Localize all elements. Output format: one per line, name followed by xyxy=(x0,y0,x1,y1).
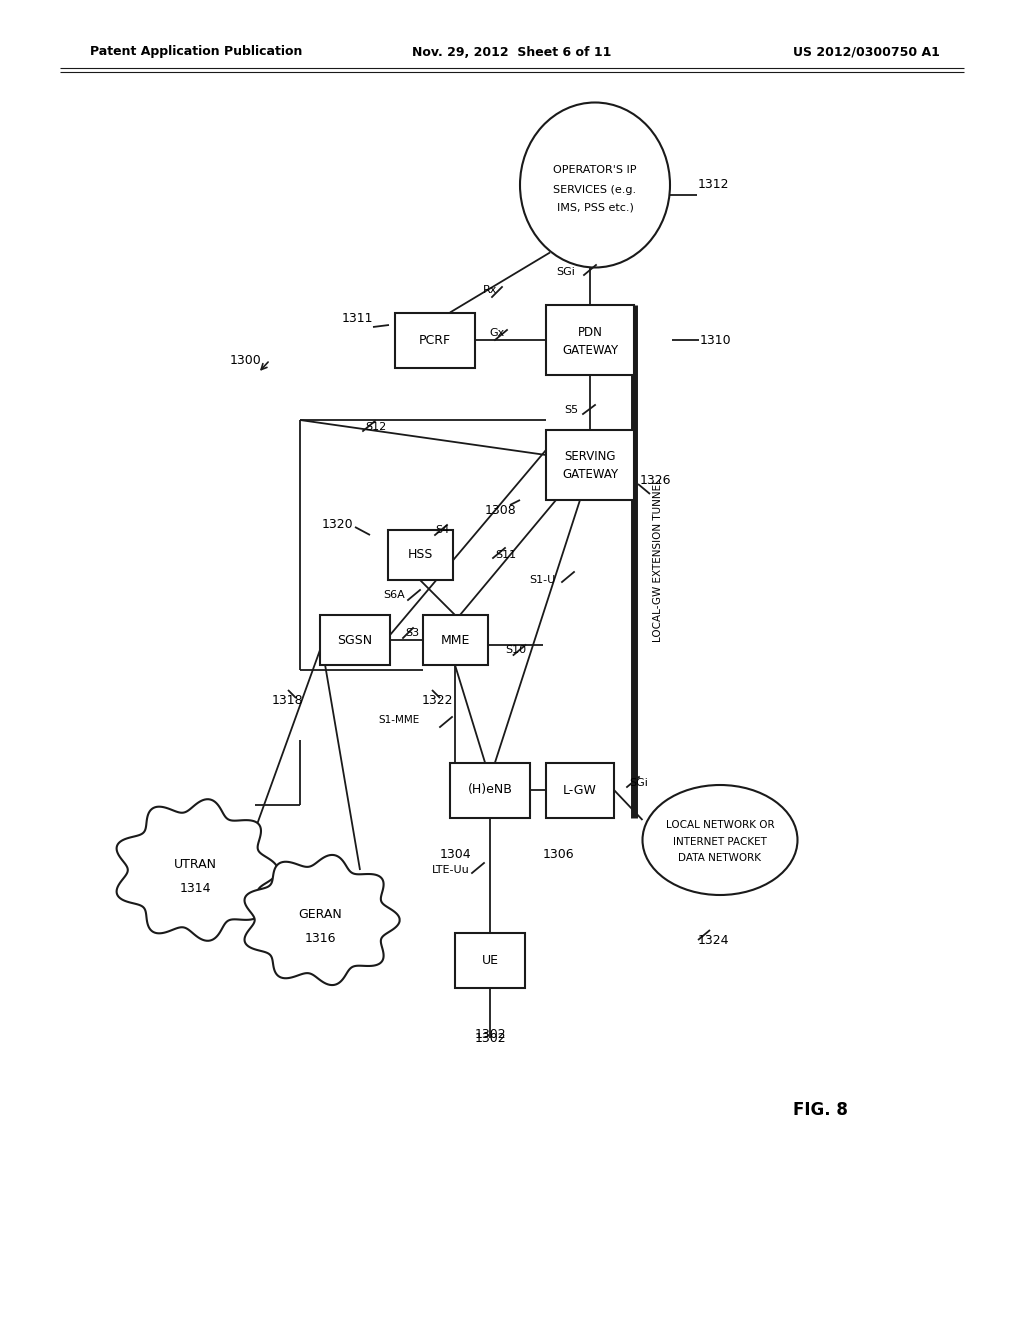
Bar xyxy=(546,305,634,375)
Text: S11: S11 xyxy=(495,550,516,560)
Bar xyxy=(546,763,614,817)
Text: 1302: 1302 xyxy=(474,1031,506,1044)
Text: 1320: 1320 xyxy=(322,519,353,532)
Text: Rx: Rx xyxy=(482,285,498,294)
Text: S12: S12 xyxy=(365,422,386,432)
Text: SGi: SGi xyxy=(629,777,648,788)
Ellipse shape xyxy=(642,785,798,895)
Text: Patent Application Publication: Patent Application Publication xyxy=(90,45,302,58)
Text: US 2012/0300750 A1: US 2012/0300750 A1 xyxy=(794,45,940,58)
Text: 1308: 1308 xyxy=(485,503,517,516)
Text: FIG. 8: FIG. 8 xyxy=(793,1101,848,1119)
Text: 1306: 1306 xyxy=(542,849,573,862)
Text: L-GW: L-GW xyxy=(563,784,597,796)
Text: S6A: S6A xyxy=(383,590,406,601)
Text: GATEWAY: GATEWAY xyxy=(562,343,618,356)
Text: Gx: Gx xyxy=(489,327,505,338)
Text: S1-MME: S1-MME xyxy=(379,715,420,725)
Ellipse shape xyxy=(520,103,670,268)
Text: UE: UE xyxy=(481,953,499,966)
Text: S1-U: S1-U xyxy=(528,576,555,585)
Text: SERVING: SERVING xyxy=(564,450,615,463)
Text: IMS, PSS etc.): IMS, PSS etc.) xyxy=(557,203,634,213)
Text: S5: S5 xyxy=(564,405,578,414)
Text: 1304: 1304 xyxy=(439,849,471,862)
Text: 1300: 1300 xyxy=(230,354,262,367)
Text: 1310: 1310 xyxy=(700,334,731,346)
Text: INTERNET PACKET: INTERNET PACKET xyxy=(673,837,767,847)
Text: 1322: 1322 xyxy=(422,693,454,706)
Text: PDN: PDN xyxy=(578,326,602,338)
Text: HSS: HSS xyxy=(408,549,433,561)
Text: LOCAL-GW EXTENSION TUNNEL: LOCAL-GW EXTENSION TUNNEL xyxy=(653,478,663,642)
PathPatch shape xyxy=(245,855,399,985)
Bar xyxy=(387,531,453,579)
Text: DATA NETWORK: DATA NETWORK xyxy=(679,853,762,863)
Text: SERVICES (e.g.: SERVICES (e.g. xyxy=(553,185,637,195)
Text: SGSN: SGSN xyxy=(338,634,373,647)
Text: 1324: 1324 xyxy=(698,933,729,946)
Text: SGi: SGi xyxy=(556,267,575,277)
Text: LTE-Uu: LTE-Uu xyxy=(432,865,470,875)
Text: 1302: 1302 xyxy=(474,1028,506,1041)
Text: S4: S4 xyxy=(435,525,450,535)
Bar xyxy=(319,615,390,665)
Text: LOCAL NETWORK OR: LOCAL NETWORK OR xyxy=(666,820,774,830)
Text: 1316: 1316 xyxy=(304,932,336,945)
Text: S10: S10 xyxy=(505,645,526,655)
Text: PCRF: PCRF xyxy=(419,334,451,346)
Text: 1326: 1326 xyxy=(640,474,672,487)
Text: GERAN: GERAN xyxy=(298,908,342,921)
Bar xyxy=(395,313,475,367)
Text: (H)eNB: (H)eNB xyxy=(468,784,512,796)
Text: Nov. 29, 2012  Sheet 6 of 11: Nov. 29, 2012 Sheet 6 of 11 xyxy=(413,45,611,58)
Text: UTRAN: UTRAN xyxy=(173,858,216,871)
Text: 1314: 1314 xyxy=(179,882,211,895)
Text: MME: MME xyxy=(440,634,470,647)
Text: OPERATOR'S IP: OPERATOR'S IP xyxy=(553,165,637,176)
Bar xyxy=(450,763,530,817)
Text: 1318: 1318 xyxy=(272,693,304,706)
Bar xyxy=(455,932,525,987)
Text: GATEWAY: GATEWAY xyxy=(562,469,618,482)
Text: 1311: 1311 xyxy=(342,312,374,325)
Text: 1312: 1312 xyxy=(698,178,729,191)
Bar xyxy=(546,430,634,500)
Bar xyxy=(423,615,487,665)
Text: S3: S3 xyxy=(406,628,419,638)
PathPatch shape xyxy=(117,799,278,941)
